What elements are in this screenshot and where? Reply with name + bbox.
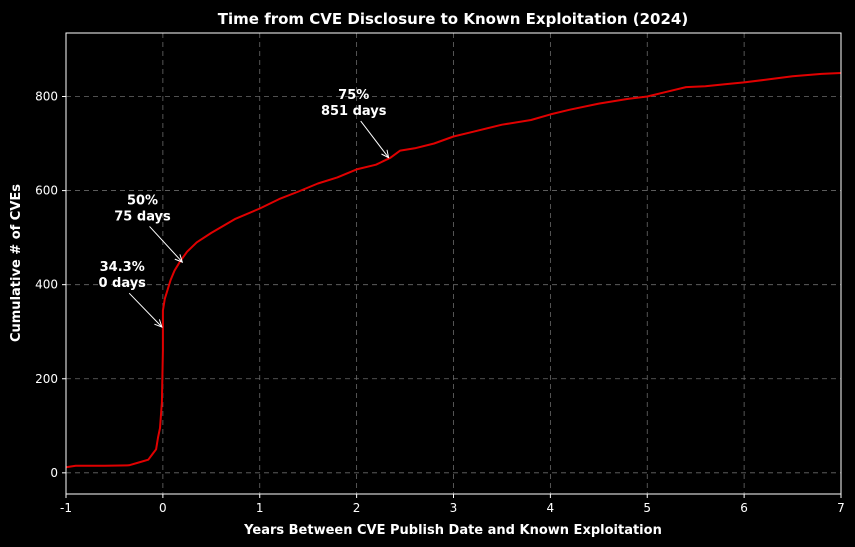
annotation-arrow-line bbox=[149, 226, 183, 263]
x-tick-label: 5 bbox=[643, 501, 651, 515]
annotation-days: 851 days bbox=[321, 104, 387, 119]
annotation-layer: 34.3%0 days 50%75 days 75%851 days bbox=[98, 88, 390, 328]
annotation-arrow-line bbox=[360, 120, 389, 158]
x-tick-label: 3 bbox=[450, 501, 458, 515]
annotation-arrowhead bbox=[174, 254, 184, 263]
annotation-arrow-line bbox=[128, 292, 163, 328]
x-tick-label: 6 bbox=[740, 501, 748, 515]
x-tick-label: 7 bbox=[837, 501, 845, 515]
annotation-days: 0 days bbox=[98, 276, 146, 291]
series-line bbox=[65, 72, 842, 469]
x-tick-label: -1 bbox=[60, 501, 72, 515]
x-tick-label: 2 bbox=[353, 501, 361, 515]
x-axis-title: Years Between CVE Publish Date and Known… bbox=[243, 523, 662, 538]
x-tick-label: 1 bbox=[256, 501, 264, 515]
annotation-days: 75 days bbox=[114, 209, 171, 224]
y-tick-label: 600 bbox=[35, 184, 58, 198]
annotation-arrowhead bbox=[381, 149, 390, 159]
annotation-percent: 50% bbox=[127, 193, 158, 208]
y-tick-label: 800 bbox=[35, 90, 58, 104]
y-axis-title: Cumulative # of CVEs bbox=[9, 184, 24, 342]
annotation-percent: 34.3% bbox=[100, 260, 145, 275]
y-tick-label: 0 bbox=[50, 466, 58, 480]
y-tick-label: 400 bbox=[35, 278, 58, 292]
plot-layer bbox=[65, 72, 842, 469]
axis-layer: -1 0 1 2 3 4 5 6 7 0 200 400 600 800 bbox=[35, 90, 845, 515]
chart-title: Time from CVE Disclosure to Known Exploi… bbox=[218, 10, 688, 28]
x-tick-label: 0 bbox=[159, 501, 167, 515]
y-tick-label: 200 bbox=[35, 372, 58, 386]
grid-layer bbox=[66, 33, 841, 494]
x-tick-label: 4 bbox=[547, 501, 555, 515]
annotation-arrowhead bbox=[154, 319, 163, 328]
annotation-percent: 75% bbox=[338, 88, 369, 103]
